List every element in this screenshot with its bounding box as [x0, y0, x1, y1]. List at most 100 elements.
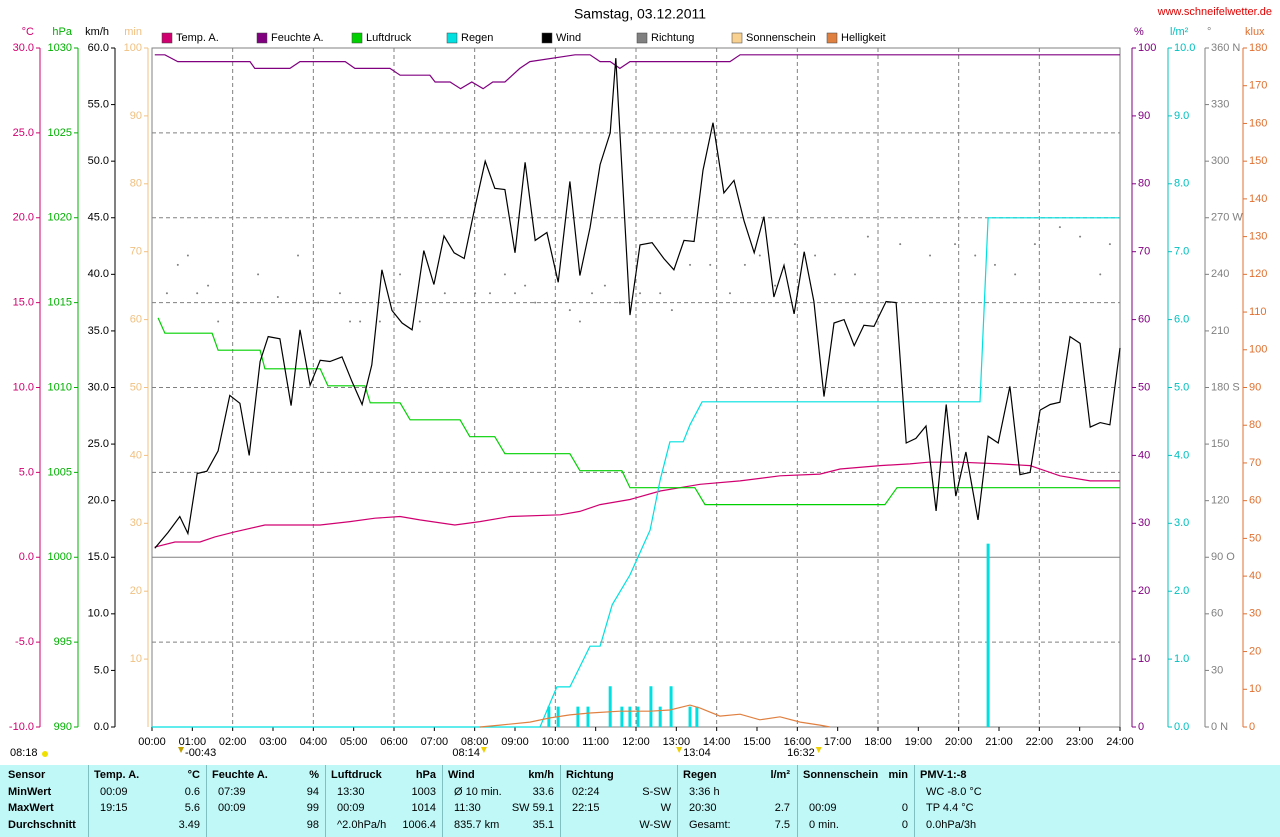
y-tick-label: 70	[1138, 246, 1150, 258]
chart: Samstag, 03.12.2011 www.schneifelwetter.…	[9, 6, 1272, 759]
y-tick-label: 45.0	[88, 212, 109, 224]
dot	[488, 292, 491, 295]
x-tick-label: 03:00	[259, 736, 287, 748]
y-tick-label: 90	[1138, 110, 1150, 122]
y-tick-label: 1015	[48, 297, 72, 309]
y-tick-label: 100	[1249, 344, 1267, 356]
y-tick-label: 90 O	[1211, 551, 1235, 563]
cell-right: 1014	[411, 802, 436, 814]
dot	[1108, 243, 1111, 246]
time-marker	[480, 747, 487, 753]
cell-left: 22:15	[572, 802, 600, 814]
y-tick-label: 1030	[48, 42, 72, 54]
y-tick-label: 40.0	[88, 268, 109, 280]
y-tick-label: 140	[1249, 193, 1267, 205]
cell-right: W-SW	[639, 819, 671, 831]
y-tick-label: 10	[130, 653, 142, 665]
y-tick-label: 20	[1249, 645, 1261, 657]
dot	[534, 301, 537, 304]
y-tick-label: 270 W	[1211, 212, 1243, 224]
cell-right: 7.5	[774, 819, 790, 831]
chart-title: Samstag, 03.12.2011	[574, 6, 706, 22]
dot	[728, 292, 731, 295]
axis-unit: l/m²	[1170, 26, 1189, 38]
y-tick-label: 100	[124, 42, 142, 54]
y-tick-label: 50	[1138, 381, 1150, 393]
stats-panel: Sensor MinWert MaxWert Durchschnitt Temp. A.…	[0, 765, 1280, 837]
y-tick-label: 60	[1211, 608, 1223, 620]
cell-right: 0.6	[184, 786, 200, 798]
rain-bar	[669, 686, 673, 727]
group-title: Temp. A.	[94, 769, 140, 781]
y-tick-label: 40	[1249, 570, 1261, 582]
y-tick-label: 210	[1211, 325, 1229, 337]
dot	[443, 292, 446, 295]
y-tick-label: 5.0	[1174, 381, 1189, 393]
dot	[553, 301, 556, 304]
y-tick-label: 90	[130, 110, 142, 122]
rain-bar	[547, 706, 551, 727]
x-tick-label: 07:00	[421, 736, 449, 748]
dot	[257, 273, 260, 276]
x-tick-label: 21:00	[985, 736, 1013, 748]
dot	[670, 309, 673, 312]
time-marker-label: 13:04	[683, 747, 711, 759]
y-tick-label: 990	[54, 721, 72, 733]
cell-right: 33.6	[532, 786, 554, 798]
y-tick-label: 30	[1249, 608, 1261, 620]
column-separator	[206, 765, 207, 837]
y-tick-label: 10.0	[1174, 42, 1195, 54]
y-tick-label: 40	[1138, 449, 1150, 461]
x-tick-label: 22:00	[1026, 736, 1054, 748]
table-header: Sensor	[8, 769, 46, 781]
dot	[165, 292, 168, 295]
rain-bar	[608, 686, 612, 727]
y-tick-label: 8.0	[1174, 178, 1189, 190]
dot	[709, 263, 712, 266]
cell-right: SW 59.1	[511, 802, 554, 814]
cell-right: 3.49	[178, 819, 200, 831]
cell-right: 99	[306, 802, 319, 814]
y-tick-label: 60	[1138, 314, 1150, 326]
legend-swatch	[256, 32, 268, 44]
group-unit: km/h	[528, 769, 554, 781]
x-tick-label: 09:00	[501, 736, 529, 748]
x-tick-label: 01:00	[179, 736, 207, 748]
dot	[603, 284, 606, 287]
y-tick-label: 0.0	[19, 551, 34, 563]
y-tick-label: 1020	[48, 212, 72, 224]
cell-left: 00:09	[337, 802, 365, 814]
row-label: Durchschnitt	[8, 819, 76, 831]
y-tick-label: 80	[1138, 178, 1150, 190]
legend-swatch	[161, 32, 173, 44]
y-tick-label: 0	[1138, 721, 1144, 733]
dot	[591, 292, 594, 295]
dot	[689, 263, 692, 266]
y-tick-label: 1000	[48, 551, 72, 563]
rain-bar	[688, 706, 692, 727]
cell-right: W	[660, 802, 671, 814]
legend-swatch	[446, 32, 458, 44]
cell-left: 00:09	[100, 786, 128, 798]
dot	[793, 243, 796, 246]
cell-left: Ø 10 min.	[454, 786, 502, 798]
y-tick-label: 9.0	[1174, 110, 1189, 122]
rain-bar	[695, 706, 699, 727]
dot	[1014, 273, 1017, 276]
column-separator	[914, 765, 915, 837]
y-tick-label: 0	[1249, 721, 1255, 733]
dot	[338, 292, 341, 295]
series-line	[154, 461, 1120, 548]
legend-label: Luftdruck	[366, 32, 412, 44]
x-tick-label: 20:00	[945, 736, 973, 748]
y-tick-label: 1005	[48, 466, 72, 478]
cell-left: 00:09	[809, 802, 837, 814]
y-tick-label: 15.0	[13, 297, 34, 309]
series-line	[479, 704, 831, 728]
rain-bar	[649, 686, 653, 727]
cell-left: 02:24	[572, 786, 600, 798]
y-tick-label: 25.0	[13, 127, 34, 139]
y-tick-label: 35.0	[88, 325, 109, 337]
dot	[276, 295, 279, 298]
y-tick-label: 1.0	[1174, 653, 1189, 665]
